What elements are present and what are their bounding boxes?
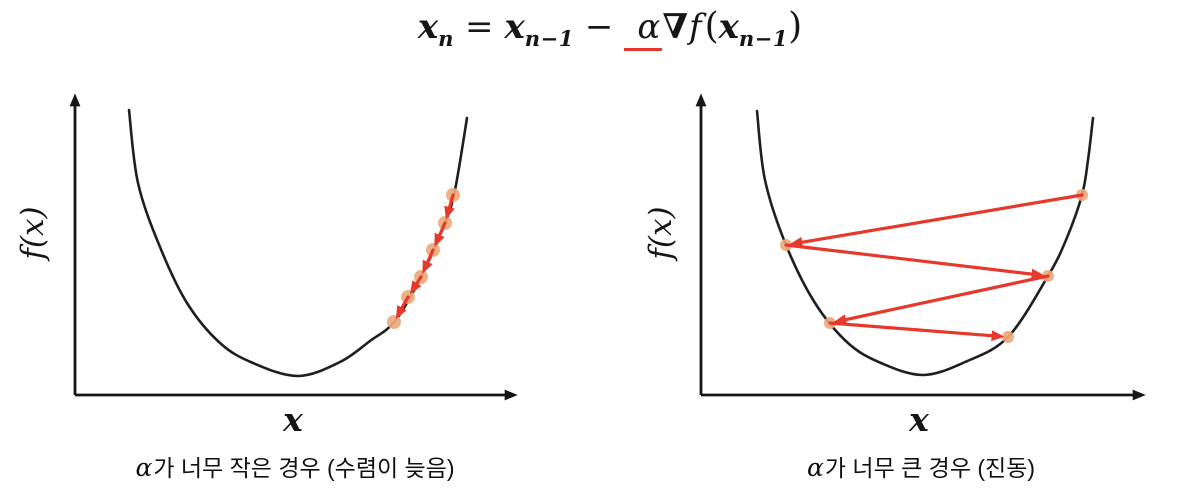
left-ylabel: f(x) [15,206,51,260]
descent-point [1002,331,1014,343]
left-caption-alpha: α [135,453,153,482]
step-arrow [833,274,1050,325]
step-arrow [784,243,1045,280]
formula-xn1-base: x [504,7,525,47]
nabla-symbol: ∇ [662,7,688,47]
alpha-underlined-term: α [624,7,663,51]
equals-sign: = [464,7,494,47]
right-ylabel: f(x) [643,206,679,260]
left-xlabel: x [283,400,303,439]
open-paren: ( [704,6,719,47]
close-paren: ) [788,6,803,47]
formula-xn-term: xn [418,7,454,49]
formula-arg-base: x [718,7,739,47]
alpha-symbol: α [637,7,661,47]
formula-xn1-subscript: n−1 [524,25,574,51]
formula-arg-term: xn−1 [719,7,788,49]
formula-xn1-term: xn−1 [504,7,573,49]
function-f-symbol: f [689,7,702,47]
right-caption-alpha: α [806,453,824,482]
left-caption: α가 너무 작은 경우 (수렴이 늦음) [75,449,515,483]
formula-xn-subscript: n [438,25,454,51]
step-arrow [444,193,455,220]
descent-point [387,315,401,329]
right-caption-text: 가 너무 큰 경우 (진동) [824,455,1036,481]
formula-arg-subscript: n−1 [738,25,789,51]
right-plot [695,93,1146,401]
step-arrow [409,275,423,295]
loss-curve [127,108,469,378]
left-plot [69,93,518,401]
step-arrow [828,321,1005,342]
step-arrow [395,295,410,319]
right-xlabel: x [909,400,929,439]
step-arrow [434,221,447,247]
step-arrow [422,248,435,274]
left-caption-text: 가 너무 작은 경우 (수렴이 늦음) [153,455,455,481]
right-caption: α가 너무 큰 경우 (진동) [701,449,1141,483]
step-arrow [789,193,1084,248]
update-rule-formula: xn = xn−1 − α ∇ f ( xn−1 ) [0,6,1198,51]
minus-sign: − [584,7,614,47]
formula-xn-base: x [417,7,439,47]
